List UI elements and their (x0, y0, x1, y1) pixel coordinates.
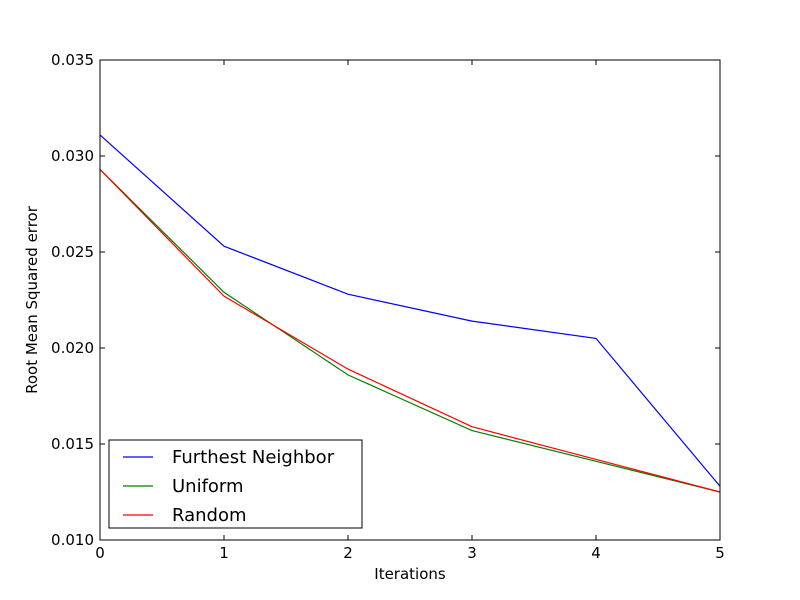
series-line-0 (99, 134, 721, 487)
x-axis-label: Iterations (374, 565, 446, 583)
y-tick-label: 0.030 (51, 147, 94, 165)
y-tick-label: 0.010 (51, 531, 94, 549)
series-line-2 (99, 168, 721, 493)
x-tick-label: 2 (343, 544, 353, 562)
legend-label-2: Random (172, 505, 247, 526)
plot-frame (99, 59, 721, 541)
y-axis-label: Root Mean Squared error (23, 205, 41, 394)
y-tick-label: 0.020 (51, 339, 94, 357)
x-tick-label: 5 (715, 544, 725, 562)
legend-label-1: Uniform (172, 476, 244, 497)
y-tick-label: 0.015 (51, 435, 94, 453)
legend-label-0: Furthest Neighbor (172, 447, 335, 468)
y-tick-label: 0.035 (51, 51, 94, 69)
series-layer (99, 134, 721, 493)
x-tick-label: 4 (591, 544, 601, 562)
y-tick-label: 0.025 (51, 243, 94, 261)
x-tick-label: 1 (219, 544, 229, 562)
x-tick-label: 0 (95, 544, 105, 562)
tick-layer: 0 1 2 3 4 5 0.010 0.015 0.020 0.025 0.030 0.035 (51, 51, 725, 562)
legend-box (108, 439, 363, 529)
legend: Furthest Neighbor Uniform Random (108, 439, 363, 529)
series-line-1 (99, 168, 721, 493)
x-tick-label: 3 (467, 544, 477, 562)
